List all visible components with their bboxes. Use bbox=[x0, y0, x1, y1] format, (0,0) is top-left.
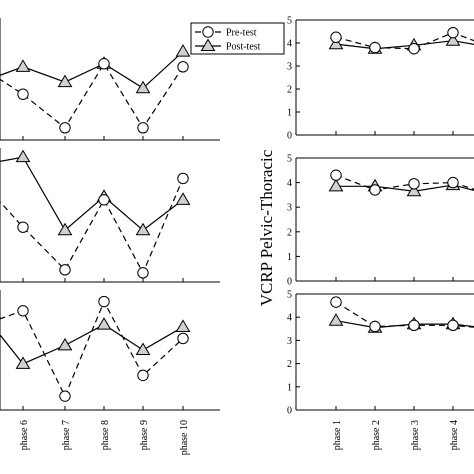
chart-panel-left-bottom bbox=[0, 290, 220, 411]
chart-panel-right-top: 0 1 2 3 4 5 bbox=[287, 16, 474, 142]
y-tick-label: 3 bbox=[287, 336, 292, 347]
post-test-point bbox=[445, 33, 461, 46]
post-test-point bbox=[175, 44, 191, 57]
x-tick-label: phase 4 bbox=[449, 420, 460, 450]
pre-test-point bbox=[177, 332, 189, 345]
pre-test-line bbox=[0, 62, 184, 129]
pre-test-point bbox=[330, 31, 342, 43]
post-test-point bbox=[15, 149, 31, 163]
pre-test-point bbox=[59, 390, 71, 402]
pre-test-point bbox=[17, 305, 29, 317]
legend-pre-label: Pre-test bbox=[226, 28, 257, 39]
y-tick-label: 2 bbox=[287, 359, 292, 370]
pre-test-point bbox=[408, 178, 420, 190]
pre-test-point bbox=[98, 58, 110, 70]
chart-panel-left-middle bbox=[0, 148, 220, 283]
y-tick-label: 1 bbox=[287, 108, 292, 119]
y-tick-label: 3 bbox=[287, 62, 292, 73]
post-test-point bbox=[328, 178, 344, 192]
chart-panel-left-top bbox=[0, 18, 220, 141]
post-test-point bbox=[135, 222, 151, 236]
y-tick-label: 3 bbox=[287, 203, 292, 214]
pre-test-point bbox=[330, 169, 342, 181]
post-test-point bbox=[96, 317, 112, 330]
x-tick-label: phase 1 bbox=[332, 420, 343, 450]
pre-test-line bbox=[0, 178, 184, 275]
post-test-line bbox=[0, 156, 184, 232]
y-tick-label: 5 bbox=[287, 290, 292, 301]
y-tick-label: 0 bbox=[287, 131, 292, 142]
chart-panel-right-bottom: 0 1 2 3 4 5 bbox=[287, 290, 474, 417]
legend-post-label: Post-test bbox=[226, 42, 261, 53]
post-test-point bbox=[57, 222, 73, 236]
pre-test-point bbox=[369, 41, 381, 54]
pre-test-line bbox=[335, 32, 474, 50]
post-test-point bbox=[15, 356, 31, 369]
x-tick-label: phase 3 bbox=[410, 420, 421, 450]
legend-pre-marker bbox=[202, 26, 214, 38]
post-test-point bbox=[175, 319, 191, 332]
post-test-point bbox=[15, 59, 31, 72]
pre-test-point bbox=[369, 184, 381, 196]
post-test-point bbox=[135, 342, 151, 356]
pre-test-point bbox=[447, 176, 459, 189]
pre-test-point bbox=[98, 295, 110, 308]
pre-test-point bbox=[17, 88, 29, 100]
post-test-point bbox=[328, 313, 344, 326]
x-tick-label: phase 10 bbox=[179, 420, 190, 455]
pre-test-point bbox=[369, 320, 381, 333]
post-test-point bbox=[175, 192, 191, 205]
x-tick-label: phase 7 bbox=[61, 420, 72, 450]
pre-test-point bbox=[408, 319, 420, 332]
pre-test-point bbox=[59, 122, 71, 134]
y-tick-label: 1 bbox=[287, 382, 292, 393]
chart-panel-right-middle: 0 1 2 3 4 5 bbox=[287, 154, 474, 288]
pre-test-point bbox=[17, 221, 29, 233]
post-test-point bbox=[135, 80, 151, 94]
legend-post-marker bbox=[200, 38, 216, 52]
pre-test-point bbox=[177, 172, 189, 185]
pre-test-point bbox=[447, 319, 459, 332]
pre-test-point bbox=[330, 296, 342, 308]
x-tick-label: phase 2 bbox=[371, 420, 382, 450]
y-tick-label: 4 bbox=[287, 39, 292, 50]
pre-test-point bbox=[177, 61, 189, 73]
post-test-point bbox=[57, 337, 73, 351]
y-tick-label: 4 bbox=[287, 313, 292, 324]
post-test-line bbox=[0, 323, 184, 365]
x-tick-label: phase 8 bbox=[100, 420, 111, 450]
legend: Pre-test Post-test bbox=[190, 22, 285, 55]
pre-test-point bbox=[408, 43, 420, 55]
y-tick-label: 2 bbox=[287, 227, 292, 238]
pre-test-line bbox=[0, 300, 184, 398]
pre-test-point bbox=[98, 194, 110, 206]
x-tick-label: phase 9 bbox=[139, 420, 150, 450]
y-tick-label: 5 bbox=[287, 16, 292, 27]
y-tick-label: 1 bbox=[287, 252, 292, 263]
pre-test-point bbox=[137, 267, 149, 279]
post-test-point bbox=[57, 74, 73, 88]
pre-test-point bbox=[447, 26, 459, 39]
y-tick-label: 4 bbox=[287, 178, 292, 189]
pre-test-point bbox=[59, 264, 71, 276]
post-test-point bbox=[328, 36, 344, 50]
y-tick-label: 2 bbox=[287, 85, 292, 96]
y-axis-label: VCRP Pelvic-Thoracic bbox=[257, 149, 276, 306]
x-tick-label: phase 6 bbox=[19, 420, 30, 450]
pre-test-point bbox=[137, 369, 149, 382]
post-test-point bbox=[406, 183, 422, 197]
y-tick-label: 0 bbox=[287, 277, 292, 288]
pre-test-point bbox=[137, 122, 149, 134]
y-tick-label: 5 bbox=[287, 154, 292, 165]
y-tick-label: 0 bbox=[287, 406, 292, 417]
